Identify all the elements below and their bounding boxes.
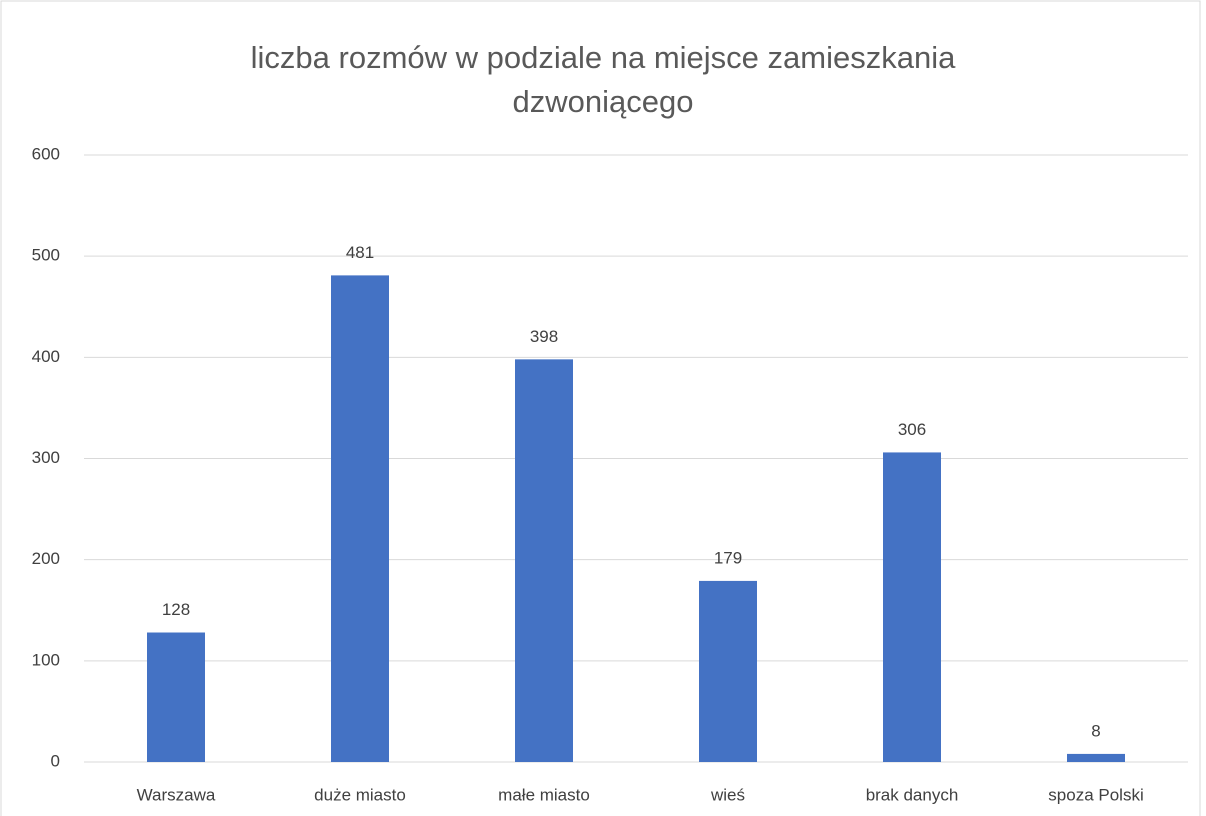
x-tick-label: brak danych	[866, 785, 959, 804]
data-label: 398	[530, 327, 558, 346]
bar	[699, 580, 757, 762]
bar	[147, 632, 205, 762]
data-label: 306	[898, 420, 926, 439]
x-tick-label: spoza Polski	[1048, 785, 1143, 804]
x-tick-label: duże miasto	[314, 785, 406, 804]
data-label: 481	[346, 243, 374, 262]
x-tick-label: wieś	[710, 785, 745, 804]
x-tick-label: małe miasto	[498, 785, 590, 804]
y-tick-label: 200	[32, 549, 60, 568]
data-label: 128	[162, 600, 190, 619]
bar	[883, 452, 941, 762]
bar	[1067, 753, 1125, 762]
x-tick-label: Warszawa	[137, 785, 216, 804]
bar	[331, 275, 389, 762]
data-label: 8	[1091, 721, 1100, 740]
y-tick-label: 0	[51, 751, 60, 770]
data-label: 179	[714, 548, 742, 567]
y-tick-label: 400	[32, 347, 60, 366]
y-tick-label: 100	[32, 650, 60, 669]
y-tick-label: 500	[32, 246, 60, 265]
y-tick-label: 300	[32, 448, 60, 467]
chart-title: liczba rozmów w podziale na miejsce zami…	[250, 40, 956, 119]
bar	[515, 359, 573, 762]
y-tick-label: 600	[32, 144, 60, 163]
